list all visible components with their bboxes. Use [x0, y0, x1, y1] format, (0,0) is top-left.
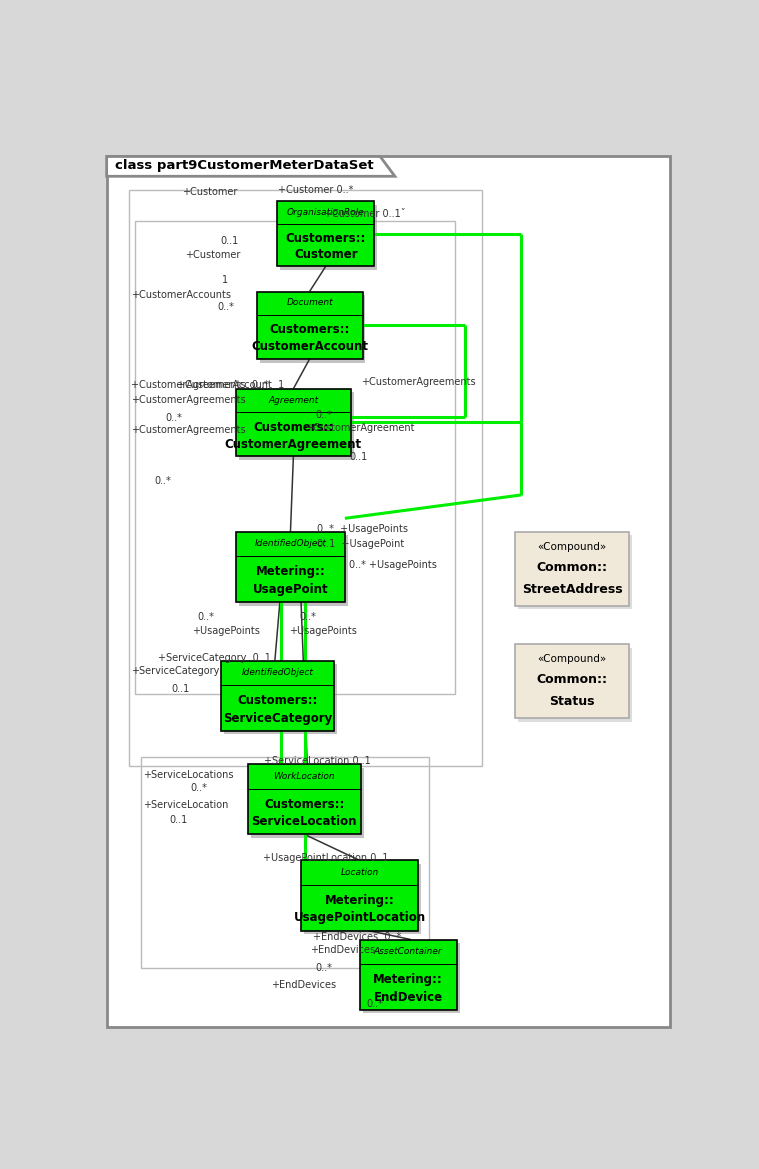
- Text: +UsagePoints: +UsagePoints: [289, 625, 357, 636]
- Text: +EndDevices  0..*: +EndDevices 0..*: [313, 932, 401, 942]
- Text: +ServiceCategory  0..1: +ServiceCategory 0..1: [159, 652, 271, 663]
- Text: Common::: Common::: [537, 561, 608, 574]
- Text: 0..* +UsagePoints: 0..* +UsagePoints: [349, 560, 437, 570]
- FancyBboxPatch shape: [301, 860, 418, 931]
- Text: +ServiceLocations: +ServiceLocations: [143, 770, 234, 780]
- FancyBboxPatch shape: [363, 943, 460, 1014]
- FancyBboxPatch shape: [260, 295, 366, 362]
- FancyBboxPatch shape: [236, 532, 345, 602]
- Text: +Customer 0..1ˇ: +Customer 0..1ˇ: [324, 209, 406, 219]
- Text: Status: Status: [550, 696, 595, 708]
- Text: 0..1: 0..1: [349, 452, 367, 462]
- Text: 0..*: 0..*: [155, 476, 172, 485]
- Text: +CustomerAgreement: +CustomerAgreement: [305, 423, 415, 434]
- Text: 0..*: 0..*: [316, 410, 332, 420]
- Text: +ServiceLocation 0..1: +ServiceLocation 0..1: [264, 756, 371, 767]
- Text: Customers::: Customers::: [238, 694, 318, 707]
- FancyBboxPatch shape: [239, 535, 348, 606]
- Text: +CustomerAgreements: +CustomerAgreements: [361, 376, 475, 387]
- Text: CustomerAccount: CustomerAccount: [251, 340, 368, 353]
- Text: +CustomerAgreements  0..*: +CustomerAgreements 0..*: [131, 380, 269, 390]
- Text: ServiceLocation: ServiceLocation: [251, 815, 357, 828]
- Text: AssetContainer: AssetContainer: [373, 947, 442, 956]
- Text: Customers::: Customers::: [285, 231, 366, 245]
- Text: Metering::: Metering::: [373, 973, 443, 987]
- Text: +Customer 0..*: +Customer 0..*: [279, 185, 354, 195]
- Polygon shape: [106, 157, 395, 177]
- Text: class part9CustomerMeterDataSet: class part9CustomerMeterDataSet: [115, 159, 374, 172]
- Text: +CustomerAccounts: +CustomerAccounts: [131, 290, 231, 300]
- FancyBboxPatch shape: [515, 532, 629, 606]
- FancyBboxPatch shape: [225, 664, 337, 734]
- Text: +CustomerAgreements: +CustomerAgreements: [131, 394, 246, 404]
- Text: 0..*: 0..*: [217, 302, 234, 312]
- Text: IdentifiedObject: IdentifiedObject: [254, 539, 326, 548]
- Text: Customers::: Customers::: [254, 421, 334, 434]
- Text: Metering::: Metering::: [325, 894, 395, 907]
- Text: ServiceCategory: ServiceCategory: [223, 712, 332, 725]
- FancyBboxPatch shape: [277, 201, 374, 267]
- Text: Customers::: Customers::: [269, 324, 350, 337]
- Text: +Customer: +Customer: [182, 187, 238, 198]
- Text: 0..*: 0..*: [316, 963, 332, 974]
- Text: Metering::: Metering::: [256, 566, 326, 579]
- Text: 1: 1: [222, 275, 228, 285]
- Text: +CustomerAgreements: +CustomerAgreements: [131, 426, 246, 435]
- FancyBboxPatch shape: [304, 864, 421, 934]
- Text: 0..*: 0..*: [367, 999, 383, 1009]
- Text: 0..*: 0..*: [165, 413, 182, 422]
- Text: UsagePoint: UsagePoint: [253, 583, 329, 596]
- Text: 0..*: 0..*: [300, 613, 317, 622]
- Text: OrganisationRole: OrganisationRole: [287, 208, 364, 217]
- Text: IdentifiedObject: IdentifiedObject: [242, 667, 313, 677]
- Text: «Compound»: «Compound»: [537, 541, 607, 552]
- FancyBboxPatch shape: [280, 205, 377, 270]
- Text: +ServiceLocation: +ServiceLocation: [143, 800, 228, 810]
- Text: +CustomerAccount  1: +CustomerAccount 1: [178, 380, 285, 390]
- Text: 0..1: 0..1: [220, 236, 238, 247]
- Text: +EndDevices: +EndDevices: [310, 946, 375, 955]
- FancyBboxPatch shape: [239, 393, 354, 459]
- Text: +Customer: +Customer: [185, 250, 241, 261]
- Text: 0..*  +UsagePoints: 0..* +UsagePoints: [317, 524, 408, 534]
- Text: Location: Location: [341, 867, 379, 877]
- FancyBboxPatch shape: [515, 644, 629, 718]
- FancyBboxPatch shape: [222, 660, 334, 731]
- Text: CustomerAgreement: CustomerAgreement: [225, 437, 362, 450]
- FancyBboxPatch shape: [257, 291, 363, 359]
- Text: 0..*: 0..*: [191, 783, 207, 794]
- Text: Document: Document: [286, 298, 333, 307]
- Text: StreetAddress: StreetAddress: [522, 583, 622, 596]
- Text: UsagePointLocation: UsagePointLocation: [294, 912, 426, 925]
- Text: +UsagePointLocation 0..1: +UsagePointLocation 0..1: [263, 852, 388, 863]
- Text: +UsagePoints: +UsagePoints: [192, 625, 260, 636]
- Text: Customer: Customer: [294, 248, 357, 261]
- Text: 0..1: 0..1: [169, 815, 187, 825]
- FancyBboxPatch shape: [518, 535, 632, 609]
- Text: Common::: Common::: [537, 673, 608, 686]
- Text: «Compound»: «Compound»: [537, 655, 607, 664]
- Text: +ServiceCategory: +ServiceCategory: [131, 666, 219, 677]
- Text: 0..1: 0..1: [172, 684, 190, 694]
- Text: Agreement: Agreement: [269, 395, 319, 404]
- FancyBboxPatch shape: [360, 940, 457, 1010]
- Text: 0..1  +UsagePoint: 0..1 +UsagePoint: [317, 539, 405, 548]
- FancyBboxPatch shape: [518, 648, 632, 721]
- Text: Customers::: Customers::: [264, 797, 345, 810]
- Text: +EndDevices: +EndDevices: [272, 980, 336, 990]
- FancyBboxPatch shape: [247, 765, 361, 835]
- Text: 0..*: 0..*: [198, 613, 215, 622]
- Text: EndDevice: EndDevice: [373, 990, 442, 1004]
- FancyBboxPatch shape: [236, 389, 351, 456]
- Text: WorkLocation: WorkLocation: [273, 772, 335, 781]
- FancyBboxPatch shape: [250, 768, 364, 838]
- FancyBboxPatch shape: [106, 155, 670, 1026]
